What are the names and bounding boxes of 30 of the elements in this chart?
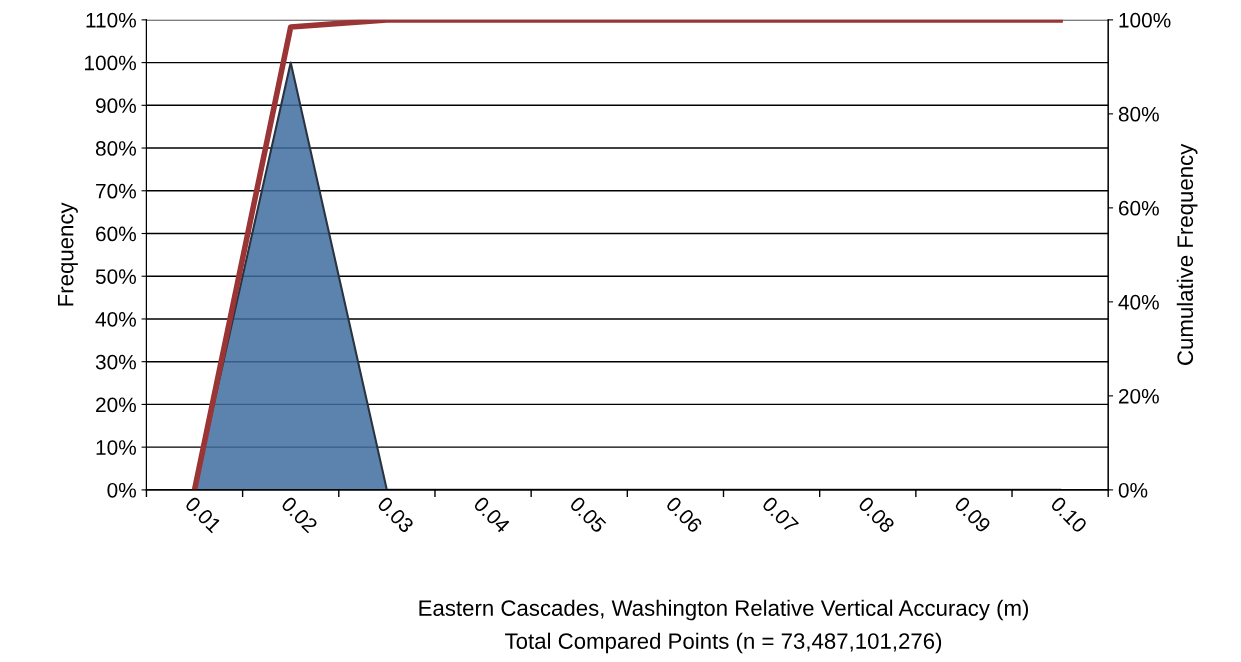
y2-tick-label: 60% bbox=[1118, 200, 1159, 216]
x-tick-label: 0.10 bbox=[1049, 495, 1088, 534]
x-tick-label: 0.06 bbox=[665, 495, 704, 534]
x-tick-label: 0.05 bbox=[568, 495, 607, 534]
y-tick-label: 0% bbox=[107, 482, 136, 498]
text: Total Compared Points (n = 73,487,101,276) bbox=[505, 632, 942, 654]
y2-tick-label: 40% bbox=[1118, 294, 1159, 310]
x-tick-label: 0.03 bbox=[376, 495, 415, 534]
y-tick-label: 40% bbox=[95, 311, 136, 327]
y-tick-label: 70% bbox=[96, 183, 136, 199]
x-axis-title: Eastern Cascades, Washington Relative Vertical Accuracy (m) bbox=[419, 599, 1029, 621]
y-tick-label: 50% bbox=[95, 269, 136, 284]
y-tick-label: 60% bbox=[96, 226, 136, 242]
y-tick-label: 90% bbox=[96, 98, 136, 114]
y2-tick-label: 20% bbox=[1118, 388, 1159, 404]
x-tick-label: 0.04 bbox=[472, 495, 511, 534]
y-tick-label: 10% bbox=[96, 440, 136, 455]
y-tick-label: 80% bbox=[95, 141, 136, 156]
y2-tick-label: 0% bbox=[1118, 482, 1148, 498]
x-tick-label: 0.08 bbox=[857, 495, 896, 534]
x-tick-label: 0.07 bbox=[761, 495, 800, 534]
y-tick-label: 30% bbox=[95, 354, 136, 370]
x-tick-label: 0.09 bbox=[953, 495, 992, 534]
y2-axis-title: Cumulative Frequency bbox=[1176, 143, 1198, 365]
y-axis-title: Frequency bbox=[57, 202, 78, 306]
y-tick-label: 110% bbox=[86, 12, 136, 28]
y2-tick-label: 80% bbox=[1118, 106, 1159, 122]
y-tick-label: 100% bbox=[85, 55, 136, 71]
y-tick-label: 20% bbox=[96, 397, 136, 413]
y2-tick-label: 100% bbox=[1119, 12, 1171, 28]
